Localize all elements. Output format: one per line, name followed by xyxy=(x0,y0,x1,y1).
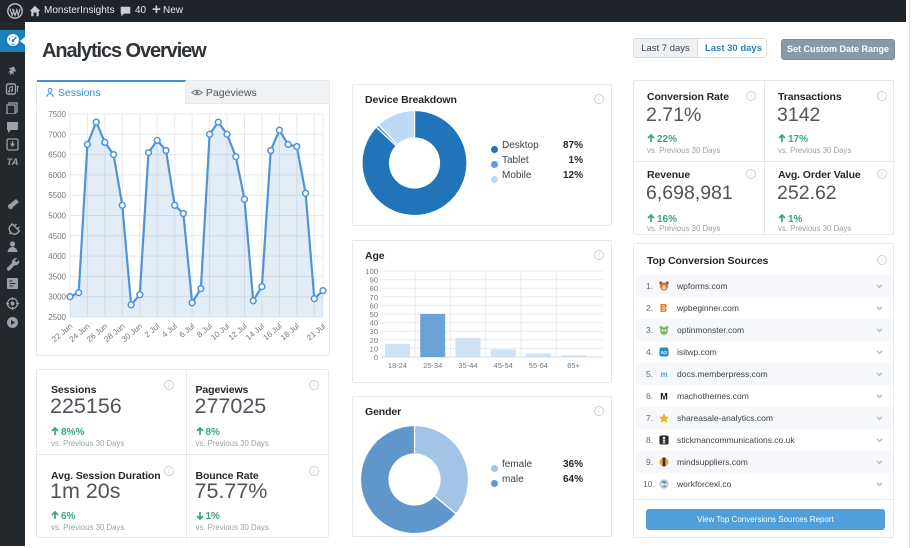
svg-text:6500: 6500 xyxy=(48,151,66,160)
svg-text:wp: wp xyxy=(661,350,668,356)
svg-text:0: 0 xyxy=(374,353,378,362)
svg-text:M: M xyxy=(660,392,668,402)
svg-text:7500: 7500 xyxy=(48,110,66,119)
svg-text:20: 20 xyxy=(370,336,378,345)
svg-text:m: m xyxy=(660,370,667,379)
svg-text:40: 40 xyxy=(370,319,378,328)
svg-text:5000: 5000 xyxy=(48,212,66,221)
svg-text:4500: 4500 xyxy=(48,232,66,241)
svg-text:10: 10 xyxy=(370,344,378,353)
svg-text:65+: 65+ xyxy=(567,361,580,370)
svg-text:3500: 3500 xyxy=(48,272,66,281)
svg-text:5500: 5500 xyxy=(48,191,66,200)
svg-text:3000: 3000 xyxy=(48,293,66,302)
svg-text:7000: 7000 xyxy=(48,130,66,139)
svg-text:100: 100 xyxy=(365,267,378,276)
svg-text:70: 70 xyxy=(370,293,378,302)
svg-text:55-64: 55-64 xyxy=(529,361,548,370)
svg-text:18-24: 18-24 xyxy=(388,361,407,370)
svg-text:2500: 2500 xyxy=(48,313,66,322)
svg-text:80: 80 xyxy=(370,284,378,293)
svg-text:60: 60 xyxy=(370,301,378,310)
svg-text:90: 90 xyxy=(370,276,378,285)
svg-text:4000: 4000 xyxy=(48,252,66,261)
svg-text:50: 50 xyxy=(370,310,378,319)
svg-text:25-34: 25-34 xyxy=(423,361,442,370)
svg-text:30: 30 xyxy=(370,327,378,336)
svg-text:35-44: 35-44 xyxy=(458,361,477,370)
svg-text:6000: 6000 xyxy=(48,171,66,180)
svg-text:45-54: 45-54 xyxy=(494,361,513,370)
